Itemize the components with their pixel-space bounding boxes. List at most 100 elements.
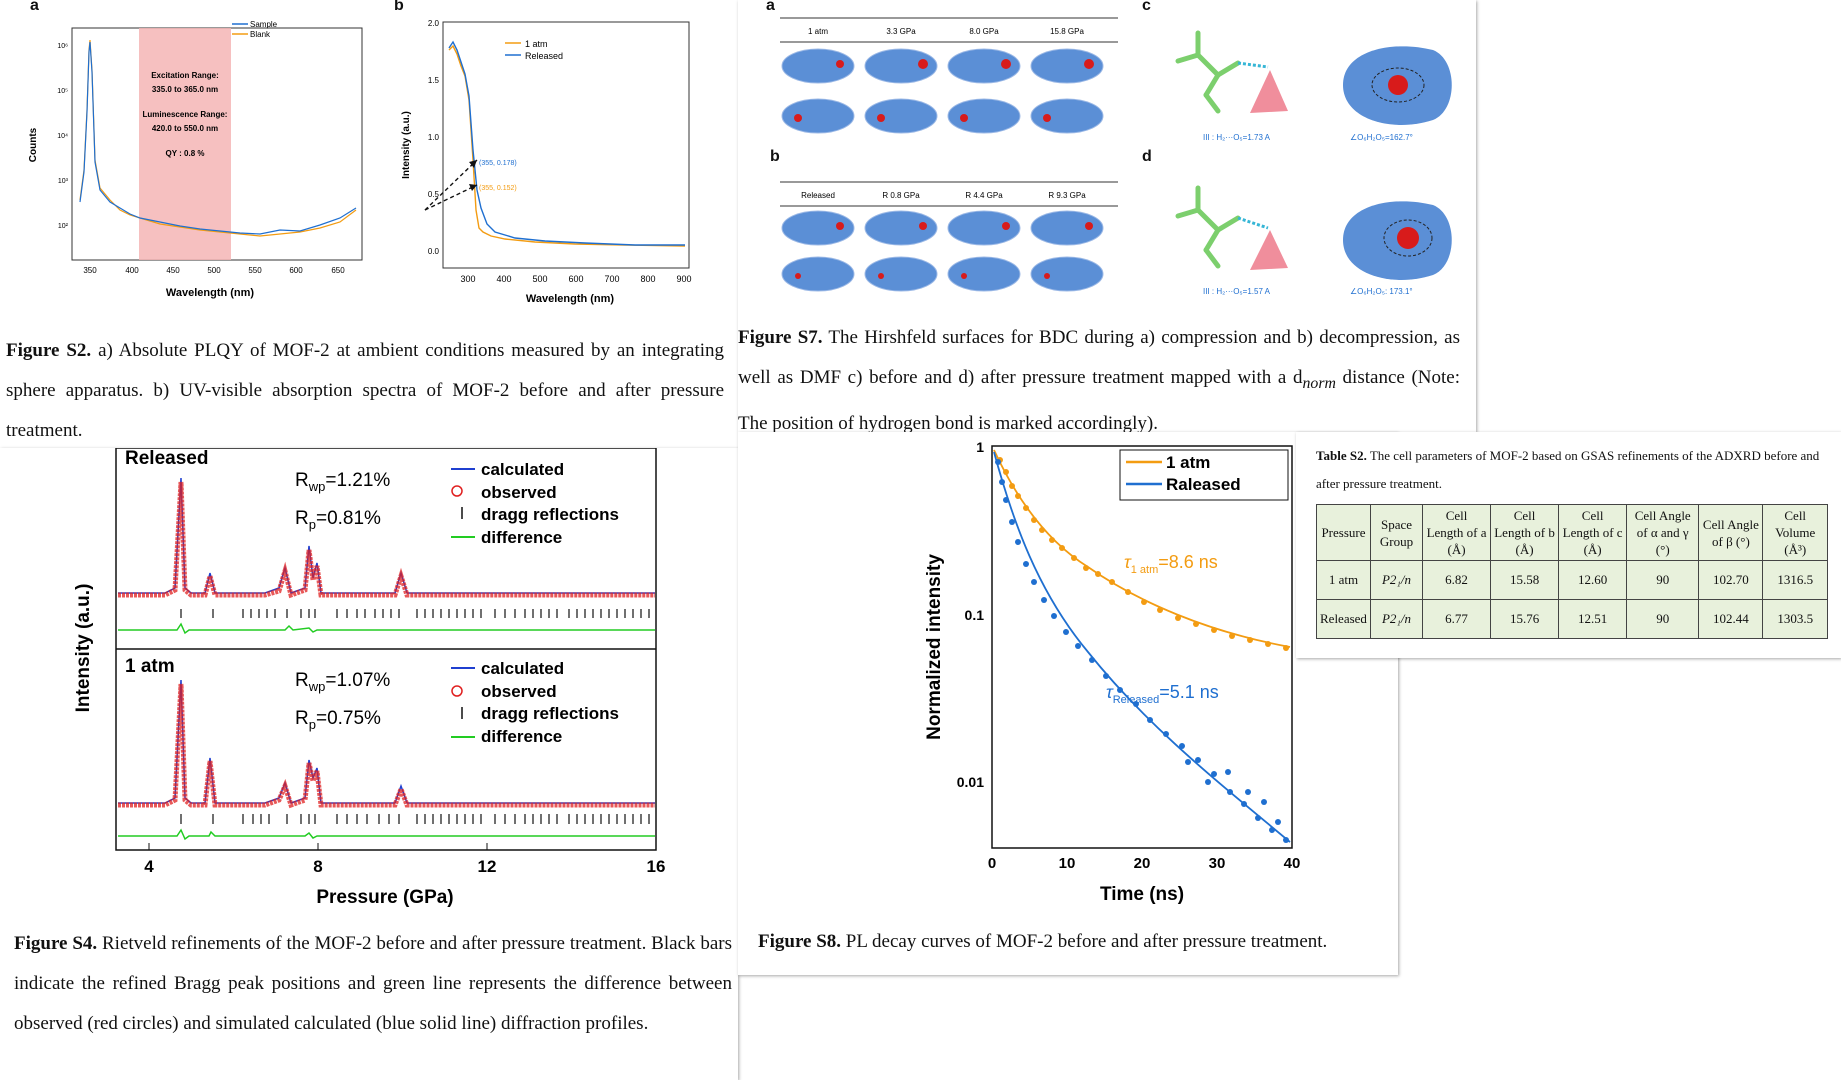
uvvis-xtick-4: 600 (568, 274, 583, 284)
table-s2-caption: Table S2. The cell parameters of MOF-2 b… (1316, 442, 1828, 498)
plqy-ytick-4: 10³ (58, 178, 69, 185)
table-row: Released P2₁/n 6.77 15.76 12.51 90 102.4… (1316, 599, 1828, 639)
decay-legend-1atm: 1 atm (1166, 453, 1210, 472)
s7-a-header-4: 15.8 GPa (1050, 27, 1084, 36)
rietveld-bottom-title: 1 atm (125, 656, 175, 677)
figure-s7-caption-sub: norm (1302, 374, 1336, 392)
uvvis-chart: 1 atm Released (355, 0.178) (355, 0.152)… (401, 19, 692, 305)
table-cell: P2₁/n (1369, 560, 1424, 600)
rietveld-top-diff (118, 622, 655, 635)
table-header-b: Cell Length of b (Å) (1489, 504, 1560, 561)
dmf-molecule-c (1175, 30, 1288, 114)
s7-b-header-3: R 4.4 GPa (965, 191, 1003, 200)
hs-b-2-3 (947, 256, 1021, 292)
s7-a-header-1: 1 atm (808, 27, 828, 36)
dmf-molecule-d (1175, 185, 1288, 270)
hs-a-1-4 (1030, 48, 1104, 84)
plqy-xtick-2: 400 (125, 266, 139, 275)
figure-s4-caption-text: Rietveld refinements of the MOF-2 before… (14, 933, 733, 1034)
rietveld-top-rwp: Rwp=1.21% (295, 470, 390, 494)
plqy-sample-curve (79, 41, 357, 235)
figure-s7-caption: Figure S7. The Hirshfeld surfaces for BD… (738, 318, 1460, 432)
rietveld-xtick-4: 16 (647, 857, 665, 876)
figure-s7-caption-text: The Hirshfeld surfaces for BDC during a)… (738, 327, 1460, 388)
plqy-ytick-3: 10⁴ (57, 133, 68, 140)
figure-s7-caption-label: Figure S7. (738, 327, 823, 348)
table-cell: 102.70 (1698, 560, 1764, 600)
figure-s2-caption-label: Figure S2. (6, 340, 92, 361)
rietveld-bottom-legend-bragg: dragg reflections (481, 704, 619, 723)
hs-b-2-4 (1030, 256, 1104, 292)
s7-c-angle: ∠O₆H₂O₅=162.7° (1350, 133, 1413, 142)
rietveld-top-legend-difference: difference (481, 528, 562, 547)
plqy-xtick-7: 650 (331, 266, 345, 275)
hs-a-1-1 (781, 48, 855, 84)
rietveld-top-legend-bragg: dragg reflections (481, 505, 619, 524)
hs-a-2-3 (947, 98, 1021, 134)
rietveld-bottom-obs (118, 683, 655, 809)
uvvis-xlabel: Wavelength (nm) (526, 293, 615, 305)
plqy-xtick-5: 550 (248, 266, 262, 275)
figure-s8-caption-label: Figure S8. (758, 931, 842, 952)
figure-s8-caption-text: PL decay curves of MOF-2 before and afte… (841, 931, 1328, 952)
plqy-xtick-1: 350 (83, 266, 97, 275)
rietveld-chart: Released Rwp=1.21% Rp=0.81% calculated o… (73, 448, 665, 908)
decay-released-fit (993, 451, 1291, 843)
table-s2-caption-text: The cell parameters of MOF-2 based on GS… (1316, 448, 1820, 491)
rietveld-top-legend-observed: observed (481, 483, 557, 502)
plqy-xtick-6: 600 (289, 266, 303, 275)
table-cell: 90 (1626, 560, 1700, 600)
s7-a-header-2: 3.3 GPa (886, 27, 916, 36)
plqy-ytick-2: 10⁵ (57, 88, 68, 95)
uvvis-ytick-3: 1.0 (428, 133, 440, 142)
decay-ytick-3: 0.01 (957, 774, 984, 790)
plqy-box-line-4: 420.0 to 550.0 nm (152, 124, 218, 133)
decay-1atm-points (997, 457, 1289, 651)
table-cell: 90 (1626, 599, 1700, 639)
table-cell: 12.60 (1558, 560, 1628, 600)
uvvis-annot-orange: (355, 0.152) (479, 185, 517, 192)
s7-a-header-3: 8.0 GPa (969, 27, 999, 36)
table-cell: Released (1316, 599, 1371, 639)
decay-ytick-2: 0.1 (965, 607, 985, 623)
plqy-legend-blank: Blank (250, 30, 271, 39)
s7-b-header-2: R 0.8 GPa (882, 191, 920, 200)
uvvis-xtick-1: 300 (460, 274, 475, 284)
table-cell: 1316.5 (1762, 560, 1828, 600)
hs-b-2-2 (864, 256, 938, 292)
rietveld-top-bragg-ticks (180, 609, 650, 618)
cell-parameter-table: Pressure Space Group Cell Length of a (Å… (1316, 504, 1828, 639)
table-cell: 6.77 (1422, 599, 1491, 639)
plqy-box-line-5: QY : 0.8 % (166, 149, 205, 158)
rietveld-xtick-3: 12 (478, 857, 497, 876)
uvvis-ytick-5: 0.0 (428, 247, 440, 256)
rietveld-top-calc (118, 477, 655, 594)
plqy-legend-sample: Sample (250, 20, 278, 29)
hs-b-1-2 (864, 210, 938, 246)
uvvis-xtick-2: 400 (496, 274, 511, 284)
rietveld-xtick-2: 8 (313, 857, 322, 876)
plqy-box-line-1: Excitation Range: (151, 71, 219, 80)
decay-ylabel: Normalized intensity (924, 554, 945, 740)
figure-s4-caption: Figure S4. Rietveld refinements of the M… (14, 924, 732, 1044)
table-cell: 6.82 (1422, 560, 1491, 600)
s7-label-b: b (770, 148, 780, 165)
rietveld-top-obs (118, 481, 655, 599)
figure-s8-panel: 1 atm Raleased τ1 atm=8.6 ns τReleased=5… (738, 432, 1398, 975)
uvvis-ytick-4: 0.5 (428, 190, 440, 199)
figure-s7-caption-tail: distance (Note: The position of hydrogen… (738, 367, 1461, 432)
rietveld-ylabel: Intensity (a.u.) (73, 584, 94, 713)
rietveld-bottom-legend-difference: difference (481, 727, 562, 746)
hirshfeld-surface-c (1343, 46, 1452, 125)
plqy-ylabel: Counts (28, 127, 39, 162)
table-cell: 1303.5 (1762, 599, 1828, 639)
table-header-alpha-gamma: Cell Angle of α and γ (°) (1626, 504, 1700, 561)
hs-b-1-3 (947, 210, 1021, 246)
table-header-beta: Cell Angle of β (°) (1698, 504, 1764, 561)
rietveld-top-title: Released (125, 448, 208, 469)
uvvis-legend-1atm: 1 atm (525, 39, 548, 49)
decay-xtick-4: 30 (1209, 855, 1226, 872)
hs-a-1-3 (947, 48, 1021, 84)
table-header-c: Cell Length of c (Å) (1558, 504, 1628, 561)
rietveld-xtick-1: 4 (144, 857, 154, 876)
